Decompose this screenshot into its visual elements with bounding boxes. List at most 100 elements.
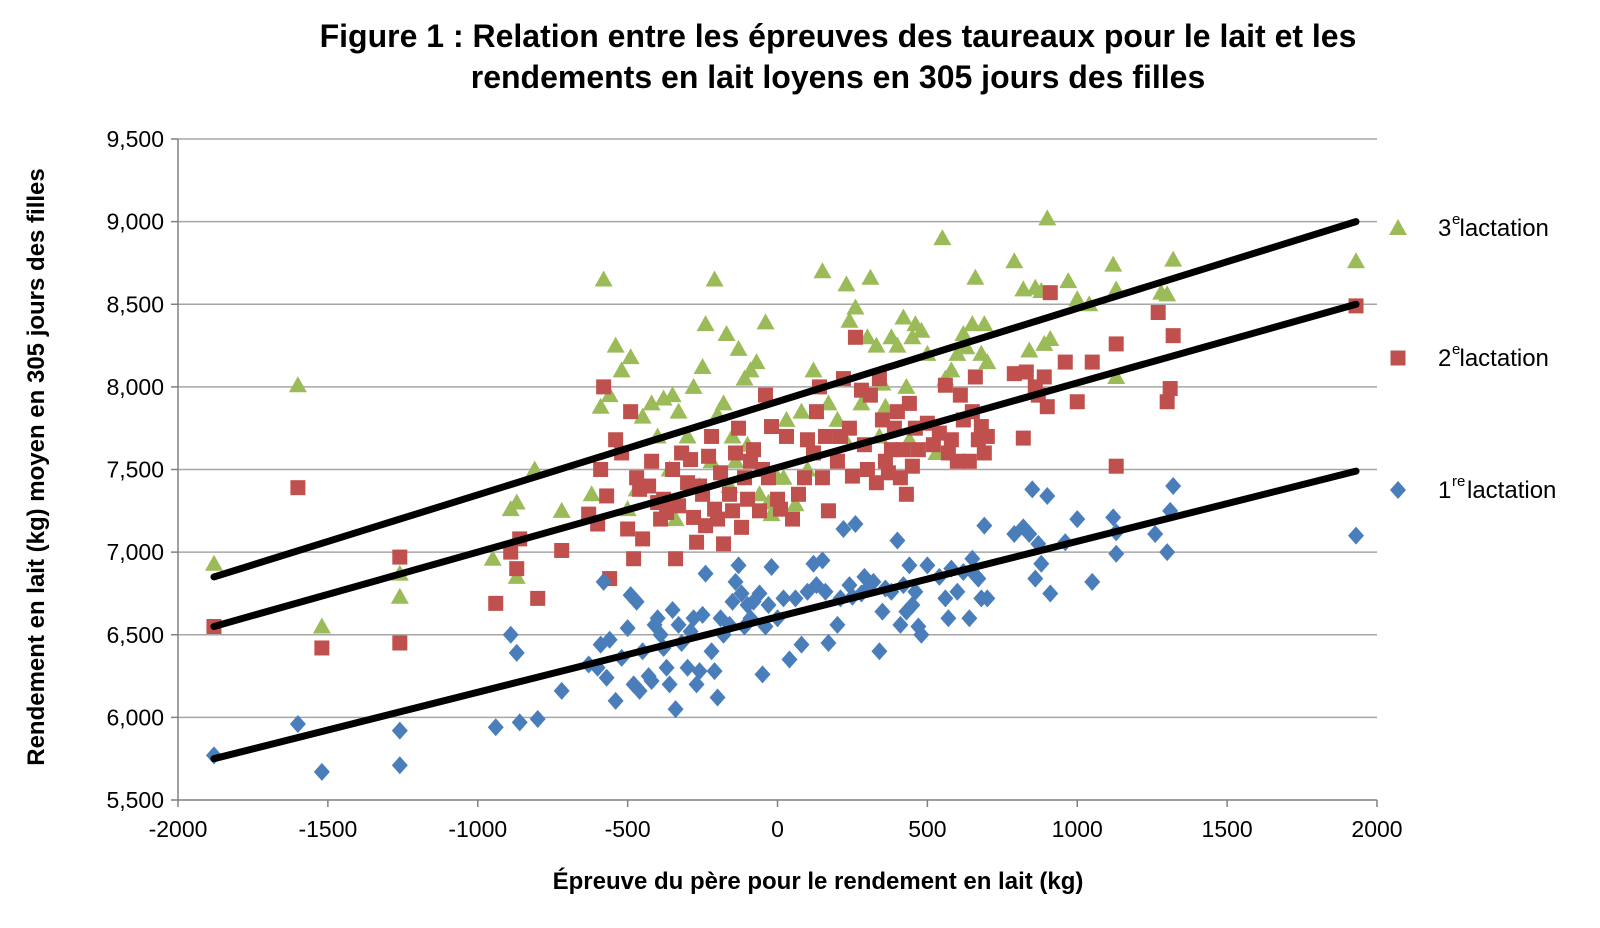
second-lactation-point — [931, 425, 947, 441]
third-lactation-point — [966, 268, 985, 285]
first-lactation-point — [709, 688, 726, 707]
first-lactation-point — [904, 596, 921, 615]
third-lactation-point — [483, 549, 502, 566]
legend-superscript: e — [1452, 341, 1460, 358]
first-lactation-point — [502, 625, 519, 644]
x-tick-label: -2000 — [149, 816, 208, 842]
first-lactation-point — [907, 582, 924, 601]
second-lactation-point — [796, 470, 812, 486]
first-lactation-point — [391, 756, 408, 775]
second-lactation-point — [635, 531, 651, 547]
first-lactation-point — [679, 658, 696, 677]
legend-number: 3 — [1438, 215, 1451, 242]
second-lactation-point — [1108, 336, 1124, 352]
first-lactation-point — [1165, 477, 1182, 496]
first-lactation-point — [1105, 508, 1122, 527]
second-lactation-point — [778, 428, 794, 444]
first-lactation-point — [751, 584, 768, 603]
second-lactation-point — [1162, 381, 1178, 397]
y-axis-title: Rendement en lait (kg) moyen en 305 jour… — [23, 168, 50, 766]
third-lactation-point — [714, 394, 733, 411]
x-tick-label: -500 — [605, 816, 651, 842]
first-lactation-point — [1015, 518, 1032, 537]
second-lactation-point — [817, 428, 833, 444]
third-lactation-point — [1020, 341, 1039, 358]
first-lactation-point — [649, 609, 666, 628]
third-lactation-point — [633, 407, 652, 424]
first-lactation-point — [760, 596, 777, 615]
third-lactation-point — [1158, 285, 1177, 302]
second-lactation-point — [844, 468, 860, 484]
first-lactation-point — [889, 531, 906, 550]
third-lactation-point — [1059, 272, 1078, 289]
second-lactation-point — [752, 503, 768, 519]
y-tick-label: 9,500 — [106, 126, 164, 152]
first-lactation-point — [1039, 486, 1056, 505]
first-lactation-point — [1033, 554, 1050, 573]
second-lactation-point — [1069, 394, 1085, 410]
second-lactation-point — [314, 640, 330, 656]
first-lactation-point — [643, 672, 660, 691]
second-lactation-point — [554, 542, 570, 558]
third-lactation-point — [867, 336, 886, 353]
first-lactation-point — [976, 516, 993, 535]
x-tick-label: 0 — [771, 816, 784, 842]
first-lactation-point — [487, 718, 504, 737]
second-lactation-point — [488, 595, 504, 611]
third-lactation-point — [897, 377, 916, 394]
second-lactation-point — [868, 475, 884, 491]
first-lactation-point — [865, 572, 882, 591]
legend-item-first: 1 re lactation — [1390, 473, 1556, 504]
first-lactation-point — [817, 582, 834, 601]
first-lactation-point — [628, 592, 645, 611]
first-lactation-point — [1348, 526, 1365, 545]
first-lactation-point — [814, 551, 831, 570]
third-lactation-point — [912, 321, 931, 338]
second-lactation-point — [862, 387, 878, 403]
third-lactation-point — [903, 328, 922, 345]
second-lactation-point — [509, 561, 525, 577]
third-lactation-point — [717, 324, 736, 341]
x-tick-label: 2000 — [1351, 816, 1402, 842]
second-lactation-point — [1036, 369, 1052, 385]
third-lactation-point — [786, 495, 805, 512]
second-lactation-point — [784, 511, 800, 527]
first-lactation-point — [937, 589, 954, 608]
second-lactation-point — [967, 369, 983, 385]
second-lactation-point — [808, 404, 824, 420]
second-lactation-point — [728, 445, 744, 461]
third-lactation-point — [642, 394, 661, 411]
third-lactation-point — [756, 313, 775, 330]
x-tick-label: -1000 — [448, 816, 507, 842]
second-lactation-point — [979, 428, 995, 444]
trend-lines — [210, 218, 1360, 763]
first-lactation-point — [949, 582, 966, 601]
first-lactation-point — [847, 515, 864, 534]
first-lactation-point — [706, 662, 723, 681]
first-lactation-point — [652, 625, 669, 644]
third-lactation-point — [606, 336, 625, 353]
third-lactation-point — [390, 587, 409, 604]
third-lactation-point — [663, 386, 682, 403]
first-lactation-point — [763, 557, 780, 576]
x-tick-label: -1500 — [298, 816, 357, 842]
first-lactation-point — [724, 592, 741, 611]
second-lactation-point — [895, 442, 911, 458]
second-lactation-point — [626, 551, 642, 567]
second-lactation-point — [892, 470, 908, 486]
first-lactation-point — [658, 658, 675, 677]
third-lactation-point — [288, 376, 307, 393]
third-lactation-point — [747, 353, 766, 370]
y-tick-label: 5,500 — [106, 787, 164, 813]
third-lactation-point — [1164, 250, 1183, 267]
first-lactation-point — [793, 635, 810, 654]
first-lactation-point — [1069, 510, 1086, 529]
first-lactation-point — [1147, 524, 1164, 543]
first-lactation-point — [1042, 584, 1059, 603]
first-lactation-point — [961, 609, 978, 628]
second-lactation-point — [1150, 305, 1166, 321]
second-lactation-point — [764, 419, 780, 435]
x-tick-label: 1500 — [1202, 816, 1253, 842]
